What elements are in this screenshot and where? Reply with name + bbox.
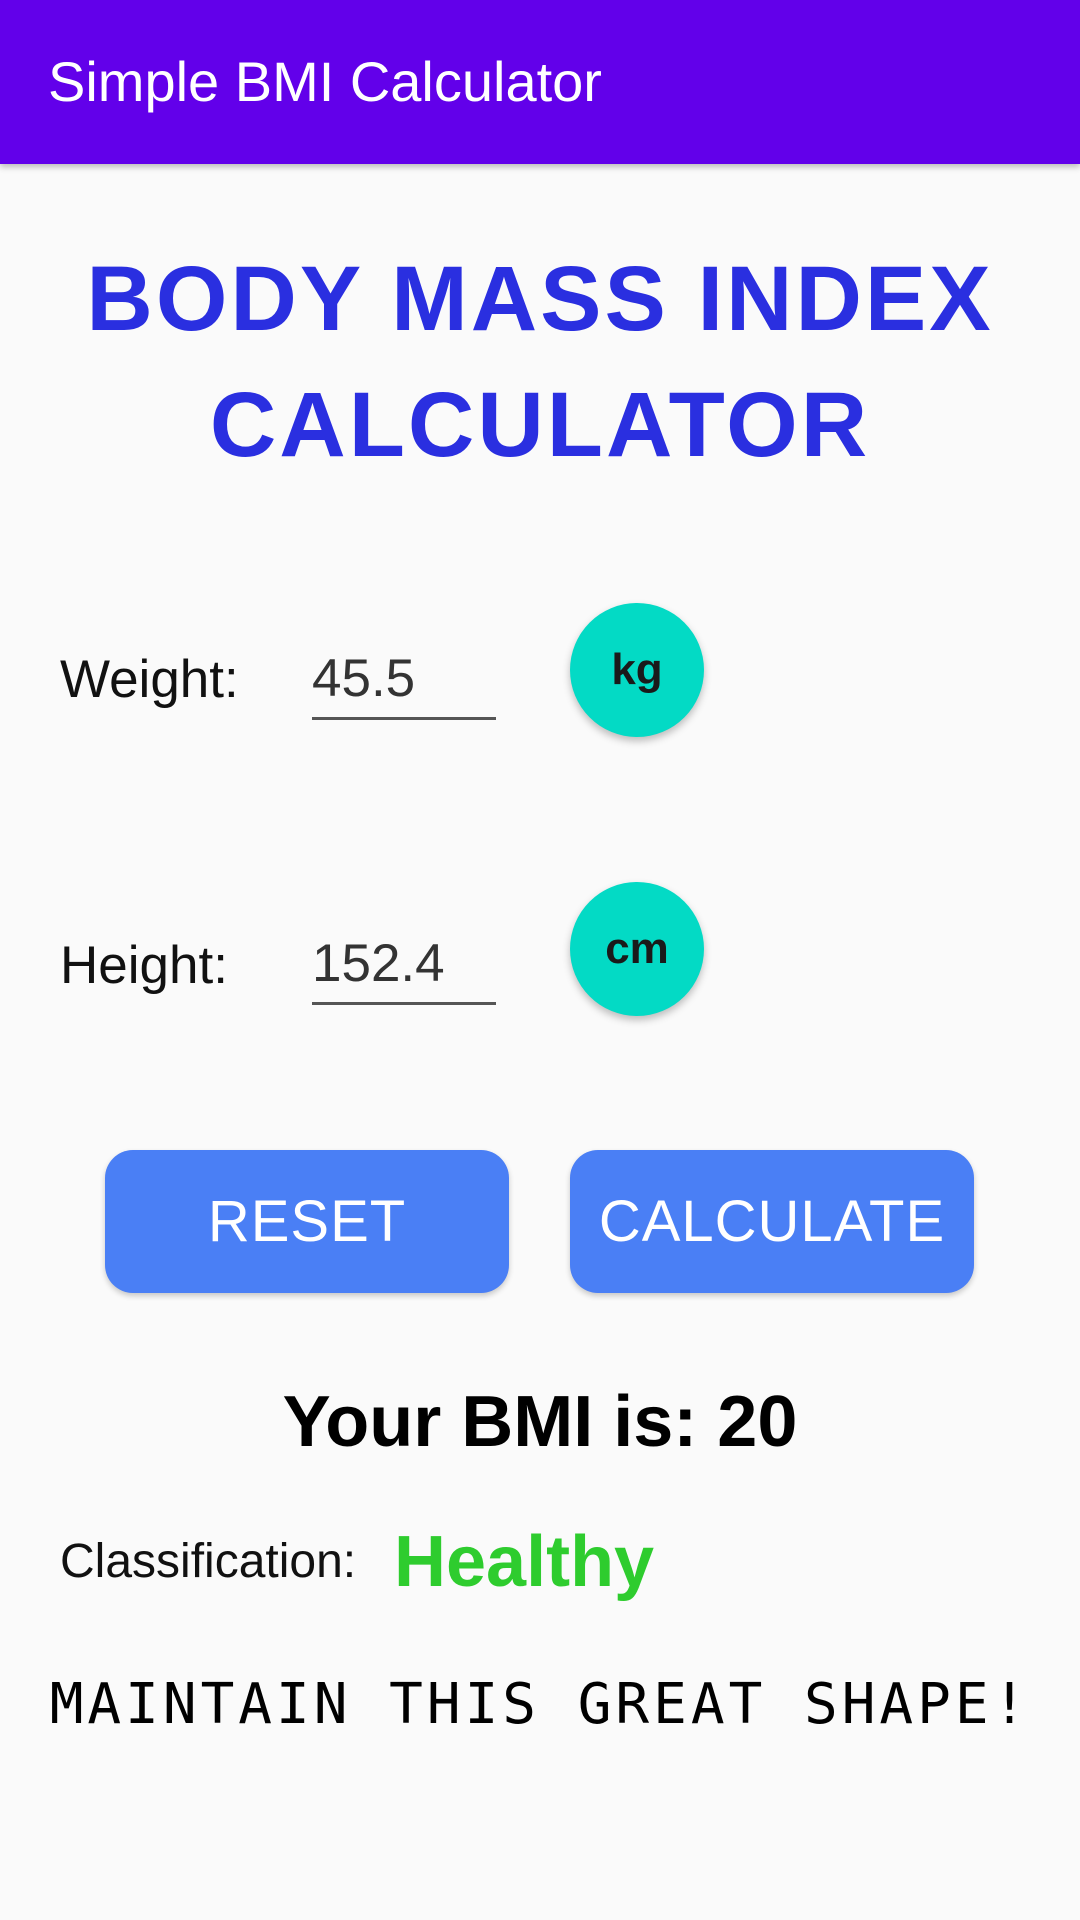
- app-title: Simple BMI Calculator: [48, 50, 602, 113]
- weight-input[interactable]: [312, 643, 496, 720]
- classification-value: Healthy: [394, 1522, 655, 1602]
- reset-button[interactable]: RESET: [105, 1150, 509, 1293]
- bmi-result: Your BMI is: 20: [282, 1382, 798, 1462]
- classification-label: Classification:: [60, 1535, 357, 1588]
- app-bar: Simple BMI Calculator: [0, 0, 1080, 164]
- weight-label: Weight:: [60, 650, 239, 709]
- page-title: BODY MASS INDEX CALCULATOR: [0, 236, 1080, 488]
- height-input[interactable]: [312, 928, 496, 1005]
- page-title-line-2: CALCULATOR: [209, 374, 871, 476]
- page-title-line-1: BODY MASS INDEX: [86, 248, 994, 350]
- height-label: Height:: [60, 936, 228, 995]
- height-unit-button[interactable]: cm: [570, 882, 704, 1016]
- calculate-button[interactable]: CALCULATE: [570, 1150, 974, 1293]
- weight-unit-button[interactable]: kg: [570, 603, 704, 737]
- advice-text: MAINTAIN THIS GREAT SHAPE!: [49, 1672, 1031, 1737]
